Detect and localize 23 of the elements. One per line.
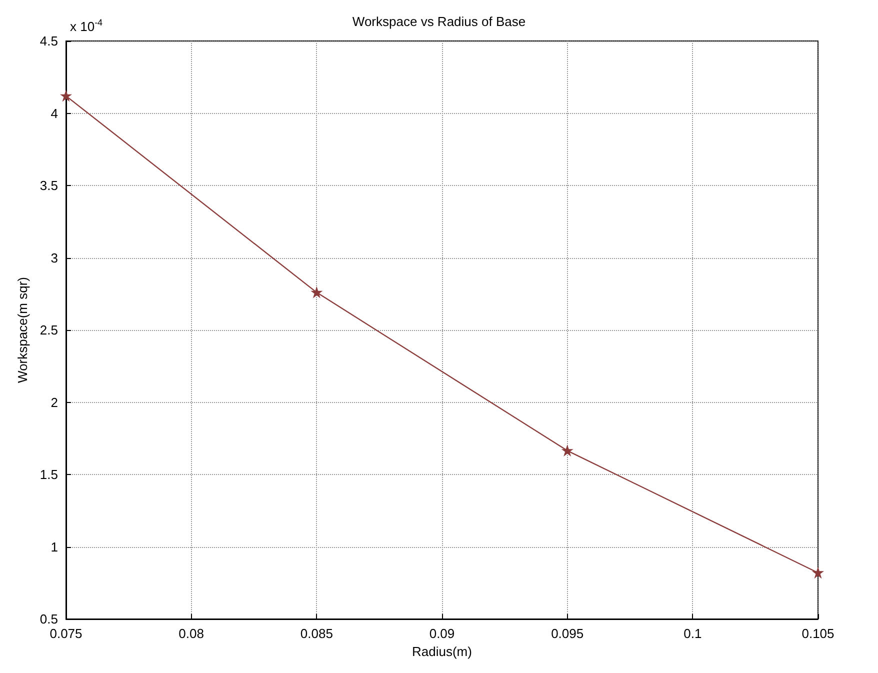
point <box>61 90 71 101</box>
y-tick-label: 3 <box>50 250 58 266</box>
y-tick-label: 2.5 <box>40 322 58 338</box>
y-tick-label: 0.5 <box>40 612 58 626</box>
x-tick-label: 0.105 <box>802 626 834 641</box>
y-tick-label: 4 <box>50 106 58 121</box>
chart-title: Workspace vs Radius of Base <box>352 14 526 29</box>
point <box>312 287 322 298</box>
x-tick-label: 0.075 <box>50 626 82 641</box>
y-tick-label: 1.5 <box>40 467 58 482</box>
point <box>813 568 823 578</box>
x-tick-label: 0.085 <box>300 626 333 641</box>
x-tick-label: 0.095 <box>551 626 584 641</box>
x-tick-label: 0.1 <box>684 626 702 641</box>
y-tick-label: 3.5 <box>40 178 58 193</box>
y-axis-title: Workspace(m sqr) <box>15 277 30 383</box>
x-axis-title: Radius(m) <box>412 644 472 659</box>
x-tick-label: 0.09 <box>429 626 455 641</box>
y-tick-label: 1 <box>50 539 58 554</box>
x-tick-label: 0.08 <box>178 626 204 641</box>
y-tick-label: 4.5 <box>40 34 58 48</box>
point <box>562 446 572 456</box>
y-tick-label: 2 <box>50 394 58 410</box>
